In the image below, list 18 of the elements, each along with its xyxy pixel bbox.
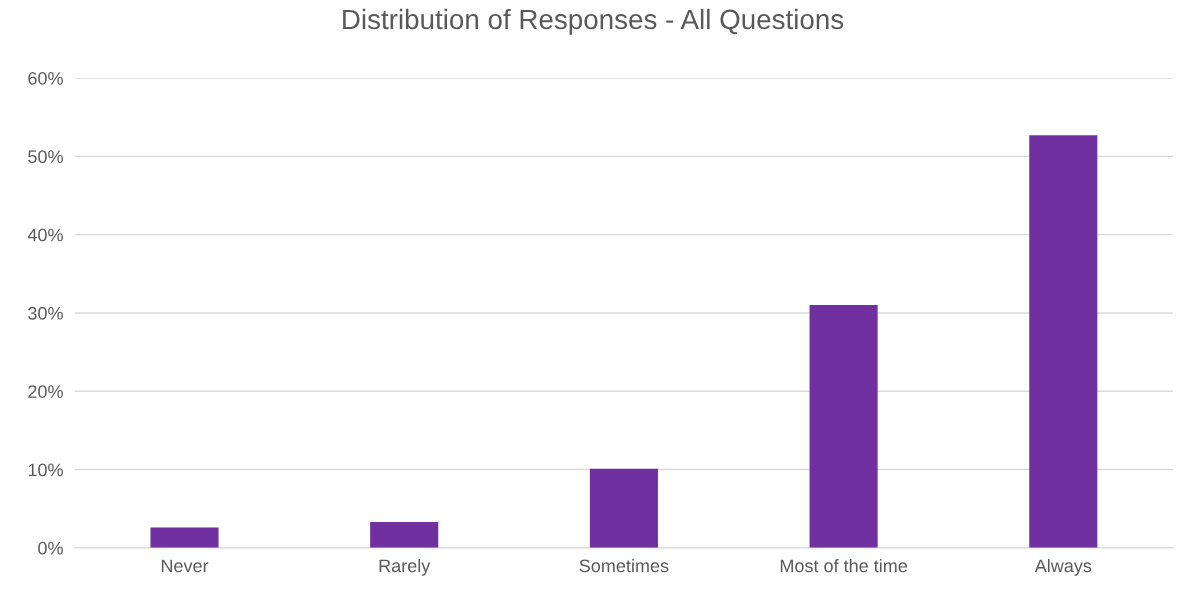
x-tick-label: Rarely — [379, 558, 431, 576]
y-tick-label: 0% — [38, 541, 63, 555]
bar — [589, 468, 658, 548]
bar — [150, 527, 219, 548]
bar — [370, 522, 439, 548]
x-tick-label: Always — [1034, 558, 1092, 576]
y-tick-label: 60% — [28, 71, 63, 85]
y-tick-label: 30% — [28, 306, 63, 320]
x-tick-label: Sometimes — [579, 558, 669, 573]
y-tick-label: 50% — [28, 150, 63, 164]
x-tick-label: Most of the time — [780, 558, 908, 573]
y-tick-label: 20% — [28, 385, 63, 398]
bar — [809, 305, 878, 548]
y-tick-label: 40% — [27, 228, 63, 242]
bar — [1029, 135, 1098, 548]
x-tick-label: Never — [161, 559, 209, 573]
y-tick-label: 10% — [28, 463, 63, 477]
chart-title: Distribution of Responses - All Questions — [343, 8, 844, 35]
